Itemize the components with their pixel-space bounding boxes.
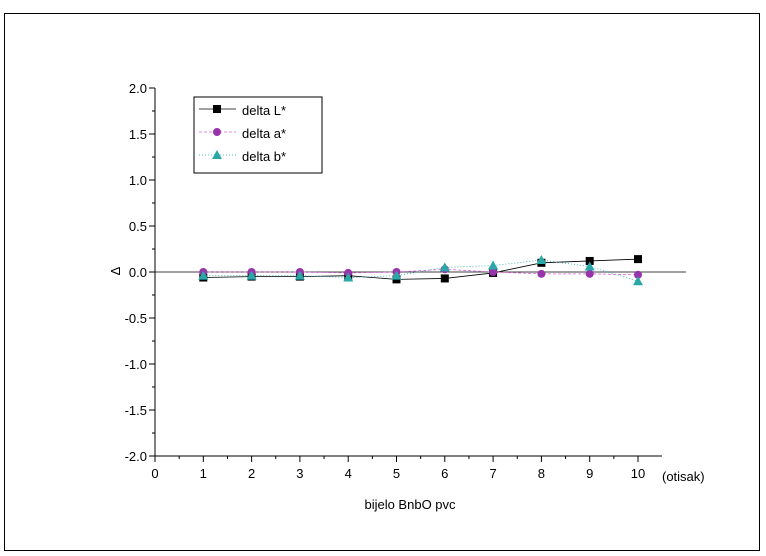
legend-marker (213, 128, 221, 136)
data-point (634, 255, 642, 264)
data-point (391, 270, 402, 280)
chart-frame (4, 13, 760, 551)
x-tick-label: 3 (296, 466, 303, 481)
data-point (488, 260, 499, 270)
data-point (634, 270, 642, 279)
data-point (198, 270, 209, 280)
x-tick-label: 0 (151, 466, 158, 481)
x-tick-label: 1 (200, 466, 207, 481)
data-point (536, 255, 547, 265)
x-tick-label: 6 (441, 466, 448, 481)
legend-marker (212, 150, 222, 159)
y-tick-label: -1.0 (125, 357, 147, 372)
legend-marker (213, 105, 221, 113)
y-tick-label: -0.5 (125, 311, 147, 326)
series-1 (199, 255, 642, 284)
legend-label: delta b* (242, 149, 286, 164)
x-tick-label: 7 (489, 466, 496, 481)
x-tick-label: 2 (248, 466, 255, 481)
y-tick-label: -1.5 (125, 403, 147, 418)
x-tick-label: 4 (345, 466, 352, 481)
data-point (537, 269, 546, 278)
x-tick-label: 10 (631, 466, 645, 481)
x-tick-label: 5 (393, 466, 400, 481)
x-axis-unit: (otisak) (662, 469, 705, 484)
series-line (203, 268, 639, 276)
y-axis-label: Δ (108, 266, 123, 275)
data-point (584, 261, 595, 271)
data-point (633, 276, 643, 286)
x-axis-label: bijelo BnbO pvc (364, 497, 456, 512)
y-tick-label: 0.5 (129, 219, 147, 234)
data-point (489, 268, 498, 276)
series-line (203, 258, 639, 280)
legend: delta L* delta a* delta b* (193, 96, 323, 174)
y-tick-label: 1.5 (129, 127, 147, 142)
data-point (246, 270, 257, 280)
axes: -2.0 -1.5 -1.0 -0.5 0.0 0.5 1.0 1.5 2.0 0 1 2 3 4 5 6 7 8… (125, 81, 686, 481)
y-tick-label: 1.0 (129, 173, 147, 188)
data-point (439, 262, 450, 272)
legend-label: delta L* (242, 103, 286, 118)
x-tick-label: 9 (586, 466, 593, 481)
data-point (585, 256, 594, 265)
y-tick-label: 2.0 (129, 81, 147, 96)
y-tick-label: 0.0 (129, 265, 147, 280)
data-point (343, 272, 354, 282)
series-line (203, 259, 639, 282)
y-tick-label: -2.0 (125, 449, 147, 464)
x-tick-label: 8 (538, 466, 545, 481)
data-point (440, 274, 449, 283)
series-layer (198, 255, 643, 286)
legend-label: delta a* (242, 126, 286, 141)
data-point (585, 269, 594, 278)
data-point (294, 270, 305, 280)
series-3 (198, 255, 643, 286)
